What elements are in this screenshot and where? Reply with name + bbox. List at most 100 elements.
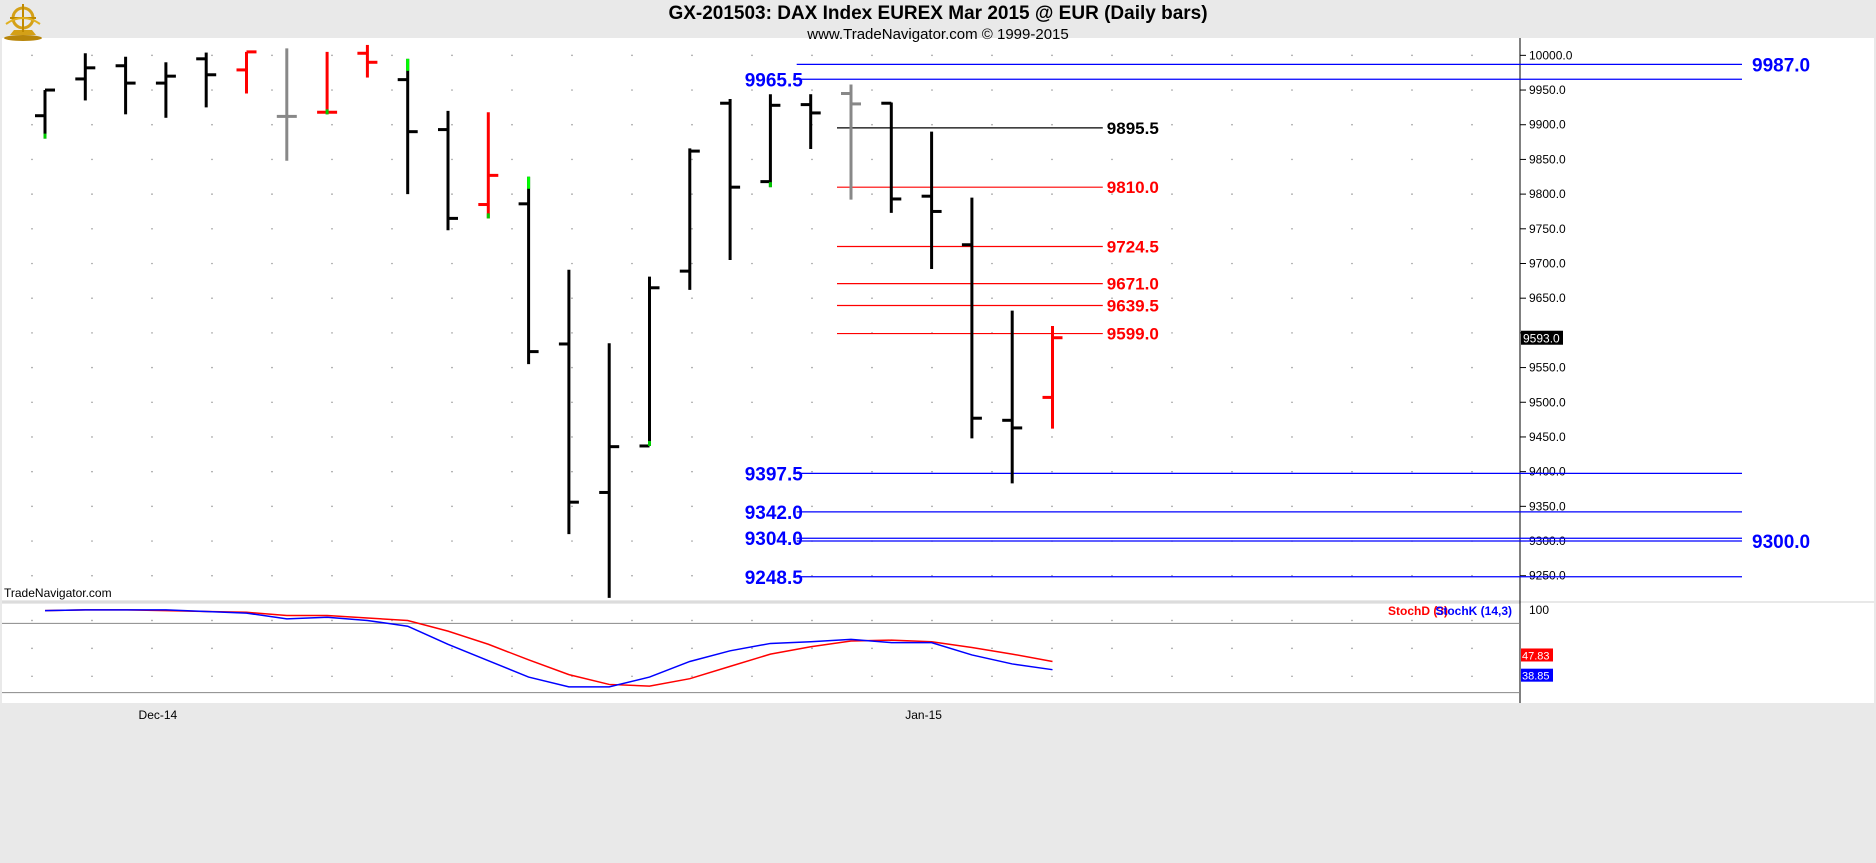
grid-dot	[511, 366, 513, 369]
grid-dot	[331, 647, 333, 650]
grid-dot	[811, 262, 813, 265]
grid-dot	[31, 619, 33, 622]
grid-dot	[1231, 436, 1233, 438]
grid-dot	[1111, 123, 1113, 126]
grid-dot	[631, 158, 633, 161]
grid-dot	[1171, 619, 1173, 622]
grid-dot	[1291, 262, 1293, 265]
ohlc-bar	[558, 269, 579, 535]
price-axis-label: 9500.0	[1529, 395, 1566, 409]
grid-dot	[271, 228, 273, 230]
grid-dot	[631, 297, 633, 299]
grid-dot	[751, 436, 753, 438]
stochastic-series-line	[44, 609, 1053, 688]
grid-dot	[1171, 332, 1173, 334]
grid-dot	[211, 228, 213, 230]
ohlc-bar	[599, 343, 620, 598]
grid-dot	[751, 332, 753, 334]
grid-dot	[1411, 89, 1413, 91]
grid-dot	[1471, 574, 1473, 577]
grid-dot	[31, 262, 33, 265]
grid-dot	[1411, 470, 1413, 473]
grid-dot	[871, 574, 873, 577]
grid-dot	[1291, 297, 1293, 299]
grid-dot	[931, 675, 933, 678]
grid-dot	[691, 262, 693, 265]
grid-dot	[1231, 158, 1233, 161]
grid-dot	[1351, 332, 1353, 334]
grid-dot	[151, 297, 153, 299]
grid-dot	[751, 505, 753, 508]
grid-dot	[31, 436, 33, 438]
grid-dot	[811, 574, 813, 577]
grid-dot	[1411, 401, 1413, 404]
price-level-label: 9810.0	[1107, 178, 1159, 197]
grid-dot	[271, 647, 273, 650]
grid-dot	[871, 470, 873, 473]
grid-dot	[631, 401, 633, 404]
grid-dot	[511, 401, 513, 404]
grid-dot	[871, 619, 873, 622]
grid-dot	[1411, 158, 1413, 161]
grid-dot	[1291, 574, 1293, 577]
grid-dot	[691, 332, 693, 334]
grid-dot	[1471, 505, 1473, 508]
grid-dot	[1051, 193, 1053, 195]
grid-dot	[1051, 574, 1053, 577]
price-level-label: 9895.5	[1107, 119, 1159, 138]
ohlc-bar	[720, 99, 741, 261]
grid-dot	[1471, 54, 1473, 57]
grid-dot	[691, 89, 693, 91]
grid-dot	[1111, 574, 1113, 577]
grid-dot	[991, 675, 993, 678]
price-level-label: 9987.0	[1752, 55, 1810, 76]
grid-dot	[1291, 89, 1293, 91]
grid-dot	[1231, 470, 1233, 473]
grid-dot	[631, 619, 633, 622]
price-axis: 10000.0 9950.0 9900.0 9850.0 9800.0 9750.0 970…	[1519, 38, 1573, 703]
grid-dot	[811, 401, 813, 404]
grid-dot	[511, 228, 513, 230]
grid-dot	[991, 647, 993, 650]
grid-dot	[151, 366, 153, 369]
grid-dot	[451, 540, 453, 542]
grid-dot	[1051, 123, 1053, 126]
ohlc-bar	[800, 94, 821, 150]
grid-dot	[1351, 401, 1353, 404]
grid-dot	[511, 297, 513, 299]
date-axis-strip	[0, 703, 1876, 863]
grid-dot	[331, 89, 333, 91]
grid-dot	[751, 228, 753, 230]
grid-dot	[931, 54, 933, 57]
grid-dot	[1351, 262, 1353, 265]
stochastic-indicator: 100 StochD (3) 47.83 StochK (14,3) 38.85	[2, 603, 1553, 694]
date-axis: Dec-14 Jan-15	[0, 703, 1876, 863]
grid-dot	[1051, 505, 1053, 508]
grid-dot	[691, 401, 693, 404]
grid-dot	[1471, 228, 1473, 230]
stochastic-legend-entry: StochD (3)	[1388, 604, 1448, 618]
grid-dot	[631, 262, 633, 265]
grid-dot	[211, 366, 213, 369]
grid-dot	[151, 89, 153, 91]
stochastic-last-badge	[1521, 648, 1553, 662]
grid-dot	[1471, 401, 1473, 404]
grid-dot	[31, 228, 33, 230]
grid-dot	[1291, 647, 1293, 650]
ohlc-bar	[397, 58, 418, 195]
grid-dot	[691, 297, 693, 299]
grid-dot	[751, 193, 753, 195]
grid-dot	[331, 228, 333, 230]
ohlc-bar	[1042, 325, 1063, 429]
grid-dot	[991, 574, 993, 577]
grid-dot	[1351, 574, 1353, 577]
grid-dot	[631, 675, 633, 678]
stochastic-last-badge	[1521, 668, 1553, 682]
grid-dot	[391, 647, 393, 650]
grid-dot	[1171, 89, 1173, 91]
ohlc-bar	[357, 44, 378, 78]
grid-dot	[1111, 505, 1113, 508]
grid-dot	[811, 158, 813, 161]
grid-dot	[91, 619, 93, 622]
grid-dot	[1111, 470, 1113, 473]
